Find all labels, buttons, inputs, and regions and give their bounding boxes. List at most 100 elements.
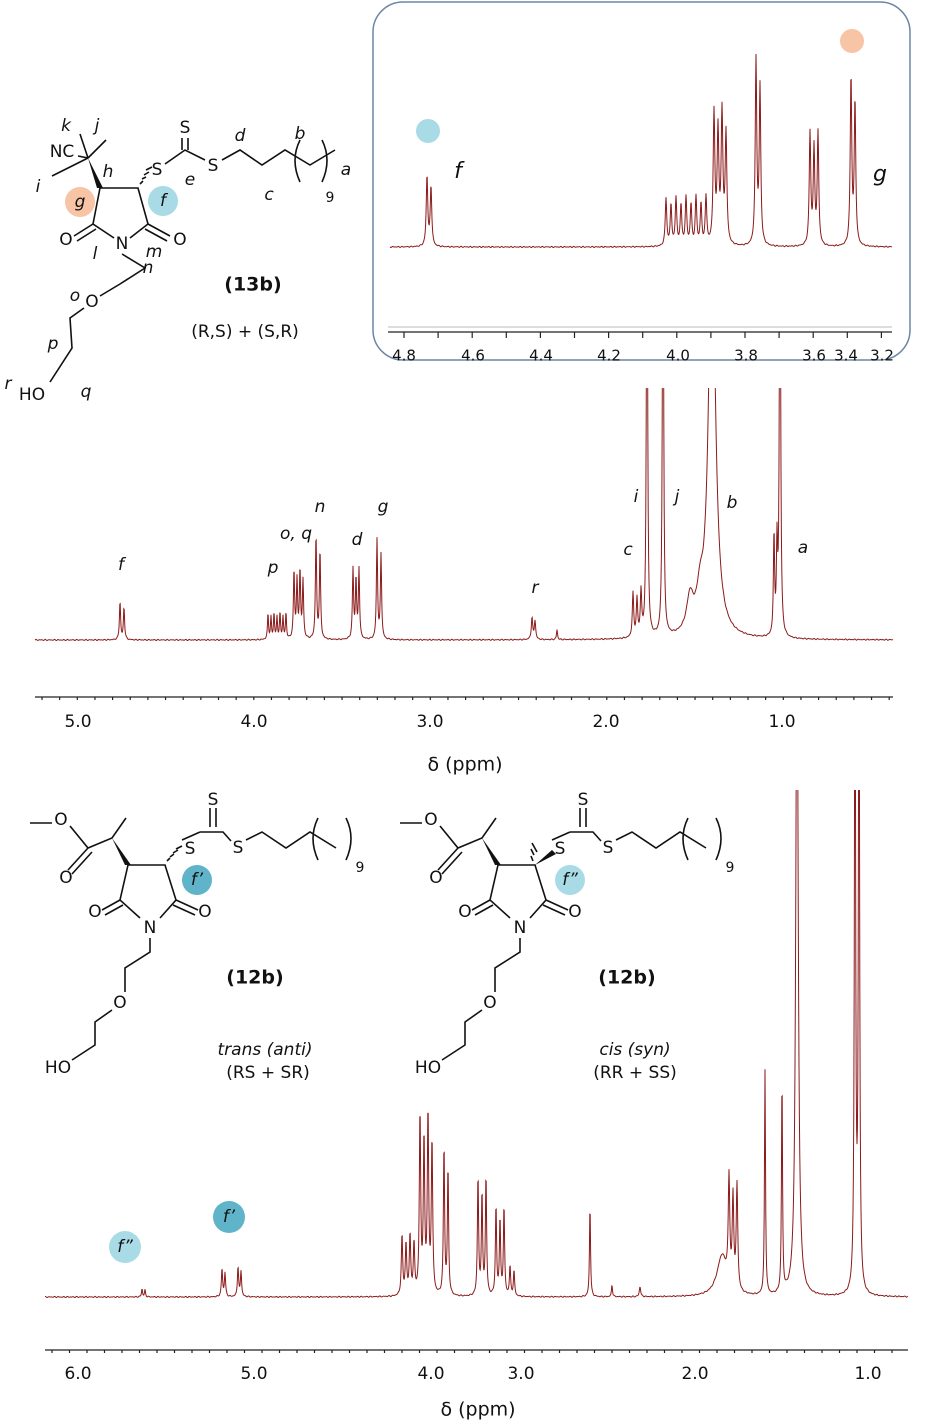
letter: j (93, 116, 100, 136)
letter: n (143, 258, 154, 278)
stereo: (RS + SR) (226, 1063, 310, 1083)
atom: O (113, 993, 126, 1013)
tick-label: 4.2 (597, 347, 621, 365)
atom: HO (45, 1058, 71, 1078)
tick-label: 3.6 (802, 347, 826, 365)
tick-label: 6.0 (64, 1364, 91, 1384)
atom: HO (415, 1058, 441, 1078)
atom: O (568, 902, 581, 922)
letter: l (93, 244, 98, 264)
proton: f” (562, 870, 578, 890)
skeleton (30, 808, 352, 1061)
tick-label: 4.0 (417, 1364, 444, 1384)
atom: O (85, 292, 98, 312)
tick-label: 3.2 (870, 347, 894, 365)
peak-label: j (673, 487, 680, 507)
repeat: 9 (326, 190, 335, 206)
letter: r (5, 374, 13, 394)
atom: O (429, 868, 442, 888)
letter: h (103, 162, 114, 182)
tick-label: 3.4 (834, 347, 858, 365)
isomer: trans (anti) (218, 1040, 313, 1060)
isomer: cis (syn) (599, 1040, 670, 1060)
letter: c (264, 185, 274, 205)
peak-label: f” (117, 1237, 133, 1257)
peak-label: f’ (223, 1207, 236, 1227)
atom: S (555, 839, 566, 859)
atom: O (424, 810, 437, 830)
letter: p (47, 334, 59, 354)
peak-label: f (118, 555, 127, 575)
spectrum-inset (389, 53, 893, 249)
repeat: 9 (356, 860, 365, 876)
atom: S (185, 839, 196, 859)
letter: e (185, 170, 195, 190)
letter: k (61, 116, 72, 136)
atom: O (88, 902, 101, 922)
peak-label: o, q (280, 524, 312, 544)
hashed-bond (166, 845, 183, 862)
atom: S (208, 156, 219, 176)
atom: N (116, 234, 129, 254)
atom: O (458, 902, 471, 922)
atom: O (198, 902, 211, 922)
compound-name: (13b) (224, 274, 281, 296)
atom: N (514, 918, 527, 938)
letter: d (235, 126, 246, 146)
peak-label: c (623, 540, 633, 560)
letter: o (70, 286, 80, 306)
atom: O (483, 993, 496, 1013)
structure-13b: NC S S S O N O O HO k j h i g f e d b c … (5, 116, 352, 405)
marker-f-dprime (555, 865, 585, 895)
atom: S (208, 790, 219, 810)
peak-label: n (315, 497, 326, 517)
atom: N (144, 918, 157, 938)
spectrum-trace (389, 53, 893, 249)
letter: f (160, 191, 169, 211)
marker-f (416, 119, 440, 143)
spectrum-trace (44, 790, 909, 1299)
atom: S (578, 790, 589, 810)
marker-g (840, 29, 864, 53)
atom: O (173, 230, 186, 250)
atom: O (54, 810, 67, 830)
tick-label: 5.0 (64, 712, 91, 732)
tick-label: 1.0 (854, 1364, 881, 1384)
peak-label: a (798, 538, 808, 558)
atom: O (59, 868, 72, 888)
tick-label: 3.0 (507, 1364, 534, 1384)
wedge-bond (530, 842, 538, 862)
stereo: (R,S) + (S,R) (191, 322, 299, 342)
letter: q (81, 382, 92, 402)
marker-f-dprime (109, 1231, 141, 1263)
letter: m (146, 242, 163, 262)
peak-label: g (873, 162, 887, 187)
marker-f-prime (213, 1201, 245, 1233)
peak-label: i (634, 487, 639, 507)
tick-label: 2.0 (681, 1364, 708, 1384)
tick-label: 1.0 (768, 712, 795, 732)
tick-label: 3.0 (416, 712, 443, 732)
tick-label: 5.0 (240, 1364, 267, 1384)
tick-label: 2.0 (592, 712, 619, 732)
spectrum-13b (34, 388, 894, 642)
tick-label: 4.6 (461, 347, 485, 365)
atom: S (180, 118, 191, 138)
atom: S (603, 838, 614, 858)
marker-f (148, 186, 178, 216)
tick-label: 4.4 (529, 347, 553, 365)
peak-label: f (454, 159, 465, 184)
letter: i (36, 177, 41, 197)
peak-label: g (378, 497, 389, 517)
wedge-bond (535, 850, 556, 865)
stereo: (RR + SS) (593, 1063, 677, 1083)
marker-f-prime (182, 865, 212, 895)
proton: f’ (191, 870, 204, 890)
atom: NC (50, 142, 75, 162)
atom: S (152, 160, 163, 180)
marker-g (65, 187, 95, 217)
peak-label: b (727, 493, 738, 513)
atom: S (233, 838, 244, 858)
tick-label: 4.0 (666, 347, 690, 365)
